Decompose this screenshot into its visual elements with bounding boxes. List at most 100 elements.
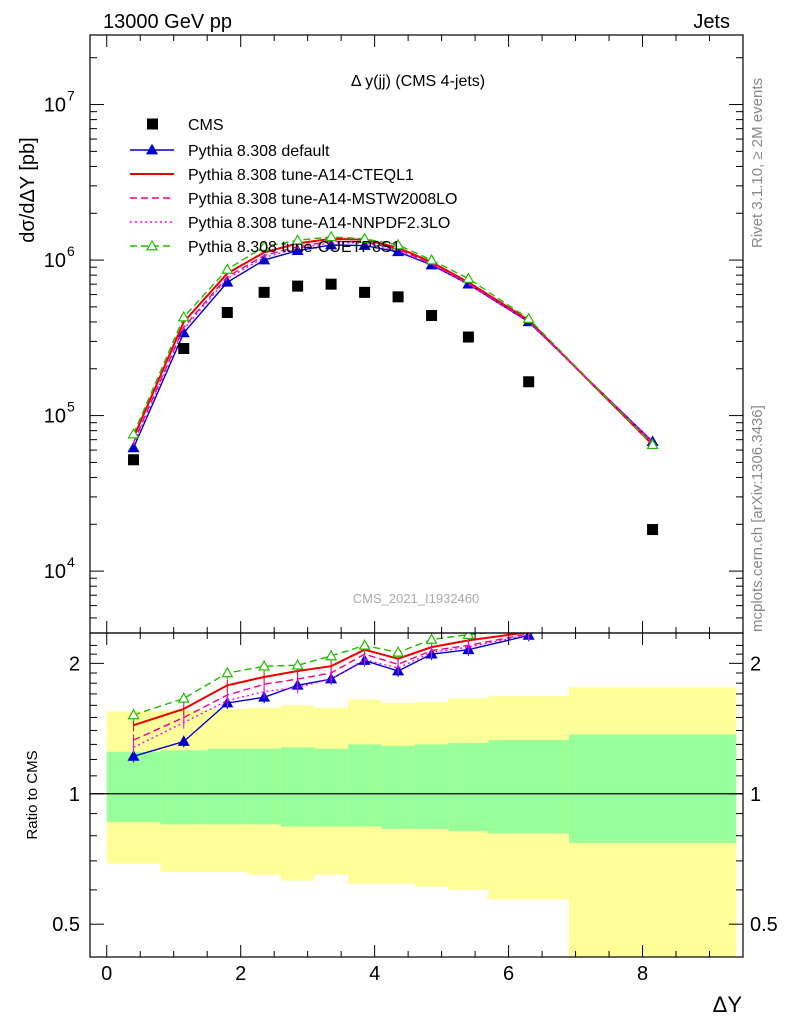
series-line-cuetp8s1 [132,236,654,446]
ratio-band-inner [347,744,382,827]
mcplots-reference-text: mcplots.cern.ch [arXiv:1306.3436] [749,405,766,632]
legend-marker-default [145,143,159,155]
ratio-band-inner [207,748,248,825]
cms-data-point [258,286,270,298]
cms-data-point [292,280,304,292]
ratio-y-tick-label-left: 2 [69,653,80,675]
main-y-tick-exponent: 5 [67,399,75,415]
ratio-y-axis-label: Ratio to CMS [24,750,41,839]
legend-label-cteql1: Pythia 8.308 tune-A14-CTEQL1 [188,167,414,184]
x-tick-label: 0 [101,963,112,985]
legend-label-cms: CMS [188,117,224,134]
series-line-mstw [132,240,654,444]
series-point-cuetp8s1 [646,438,659,450]
x-axis-label: ΔY [713,992,743,1017]
ratio-band-inner [568,734,737,843]
rivet-version-text: Rivet 3.1.10, ≥ 2M events [749,78,766,248]
series-point-default [258,253,271,265]
ratio-line-cteql1 [133,633,530,727]
legend-label-mstw: Pythia 8.308 tune-A14-MSTW2008LO [188,191,457,208]
ratio-y-tick-label-right: 2 [750,653,761,675]
ratio-point-cuetp8s1 [522,633,535,634]
ratio-point-cuetp8s1 [648,559,658,568]
series-point-cuetp8s1 [177,310,190,322]
ratio-line-nnpdf [133,633,533,748]
ratio-frame [89,632,744,958]
series-point-default [291,244,304,255]
ratio-point-cuetp8s1 [358,639,371,650]
ratio-y-tick-label-right: 0.5 [750,914,778,936]
series-line-default [132,244,654,449]
ratio-line-cuetp8s1 [133,633,494,716]
series-point-default [325,238,338,250]
cms-data-point [128,454,140,466]
ratio-plot-content [90,553,743,957]
cms-data-point [523,376,535,388]
plot-title: Δ y(jj) (CMS 4-jets) [351,73,485,90]
legend-label-default: Pythia 8.308 default [188,143,330,160]
series-point-default [358,239,371,250]
ratio-point-cuetp8s1 [325,649,338,661]
series-point-cuetp8s1 [462,272,475,283]
ratio-point-default [648,553,658,562]
header-process: Jets [693,11,730,33]
series-point-cuetp8s1 [522,312,535,324]
main-y-tick-label: 10 [44,406,66,428]
main-y-tick-label: 10 [44,95,66,117]
legend-label-cuetp8s1: Pythia 8.308 tune-CUETP8S1 [188,239,401,256]
main-y-tick-exponent: 4 [67,554,75,570]
cms-data-point [392,291,404,303]
series-line-cteql1 [132,237,654,446]
ratio-band-inner [247,748,281,825]
main-y-tick-label: 10 [44,561,66,583]
main-y-tick-exponent: 6 [67,243,75,259]
ratio-point-default [127,750,140,761]
x-tick-label: 4 [369,963,380,985]
series-point-cuetp8s1 [258,240,271,251]
ratio-point-cuetp8s1 [221,666,234,678]
ratio-band-inner [381,745,415,829]
legend: CMS Pythia 8.308 default Pythia 8.308 tune… [130,117,457,256]
series-point-cuetp8s1 [221,263,234,274]
x-tick-label: 2 [235,963,246,985]
ratio-band-inner [488,740,569,834]
ratio-point-cuetp8s1 [127,708,140,720]
legend-label-nnpdf: Pythia 8.308 tune-A14-NNPDF2.3LO [188,215,450,232]
series-point-cuetp8s1 [425,253,438,265]
ratio-point-cuetp8s1 [291,659,304,670]
series-point-default [127,441,140,453]
ratio-point-cuetp8s1 [462,633,475,639]
ratio-band-inner [448,742,489,832]
cms-data-point [462,331,474,343]
cms-data-point [647,524,659,536]
ratio-y-tick-label-left: 0.5 [52,914,80,936]
main-y-tick-exponent: 7 [67,88,75,104]
ratio-y-tick-label-right: 1 [750,784,761,806]
ratio-panel: 0 2 4 6 8 0.5 0.5 1 1 2 2 Ratio to CMS ΔY [24,553,778,1017]
cms-data-point [178,343,190,355]
legend-marker-cuetp8s1 [145,239,159,251]
series-point-cuetp8s1 [291,234,304,245]
ratio-band-inner [414,744,449,829]
legend-marker-cms [147,118,158,130]
ratio-axis-ticks: 0 2 4 6 8 0.5 0.5 1 1 2 2 [52,633,778,985]
analysis-watermark: CMS_2021_I1932460 [353,591,480,606]
series-point-cuetp8s1 [325,230,338,242]
series-point-cuetp8s1 [392,238,405,250]
series-point-default [221,276,234,287]
series-line-nnpdf [132,242,654,445]
ratio-line-mstw [133,633,532,741]
ratio-point-cuetp8s1 [425,633,438,644]
header-energy: 13000 GeV pp [103,11,232,33]
x-tick-label: 8 [637,963,648,985]
main-plot-content [127,230,659,536]
main-y-axis-label: dσ/dΔY [pb] [17,137,39,242]
cms-data-point [221,307,233,319]
series-point-cuetp8s1 [358,232,371,244]
ratio-band-inner [160,750,208,825]
main-y-tick-label: 10 [44,250,66,272]
series-point-cuetp8s1 [127,427,140,439]
